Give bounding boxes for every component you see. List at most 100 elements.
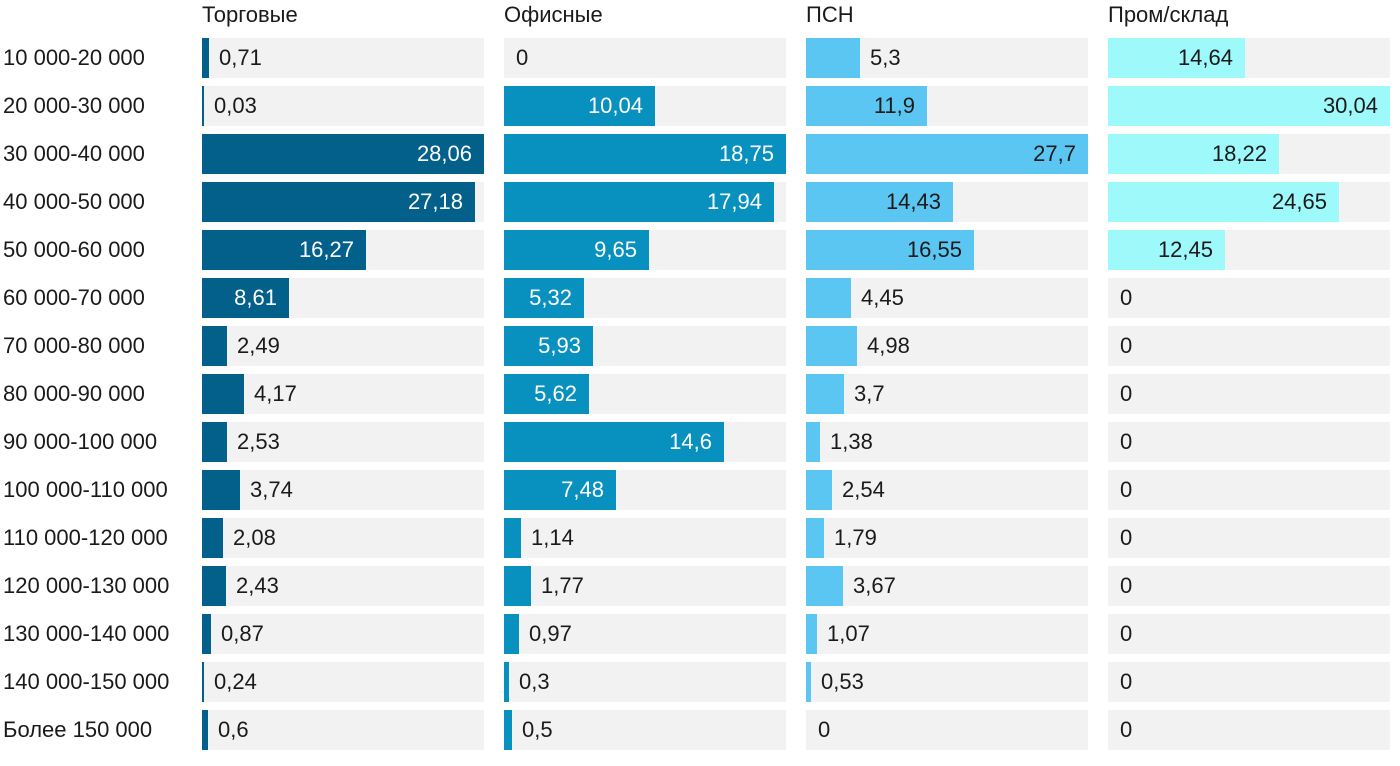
bar-track — [504, 518, 786, 558]
data-label: 9,65 — [594, 237, 637, 262]
data-label: 30,04 — [1322, 93, 1378, 118]
bar — [504, 470, 616, 510]
data-label: 0,6 — [218, 717, 249, 742]
bar — [806, 614, 817, 654]
bar — [504, 86, 655, 126]
bar — [1108, 134, 1279, 174]
bar — [806, 422, 820, 462]
bar — [1108, 230, 1225, 270]
bar — [806, 374, 844, 414]
bar — [504, 614, 519, 654]
bar — [202, 134, 484, 174]
panel-title: Офисные — [504, 2, 603, 27]
data-label: 16,27 — [298, 237, 354, 262]
data-label: 2,08 — [233, 525, 276, 550]
bar-track — [504, 710, 786, 750]
bar — [504, 566, 531, 606]
bar — [504, 326, 593, 366]
bar-track — [202, 326, 484, 366]
bar-track — [202, 374, 484, 414]
bar — [504, 710, 512, 750]
bar-track — [806, 614, 1088, 654]
data-label: 17,94 — [706, 189, 762, 214]
row-label: 20 000-30 000 — [3, 93, 145, 118]
data-label: 1,38 — [830, 429, 873, 454]
data-label: 0 — [1120, 573, 1133, 598]
row-label: 120 000-130 000 — [3, 573, 170, 598]
data-label: 0 — [1120, 621, 1133, 646]
bar — [202, 566, 226, 606]
row-label: 30 000-40 000 — [3, 141, 145, 166]
bar-track — [202, 710, 484, 750]
data-label: 2,43 — [236, 573, 279, 598]
bar-track — [1108, 566, 1390, 606]
data-label: 12,45 — [1157, 237, 1213, 262]
bar-track — [806, 710, 1088, 750]
data-label: 27,7 — [1033, 141, 1076, 166]
data-label: 5,93 — [538, 333, 581, 358]
data-label: 14,6 — [669, 429, 712, 454]
bar-track — [806, 374, 1088, 414]
panel-title: Торговые — [202, 2, 298, 27]
bar — [202, 230, 366, 270]
bar-track — [504, 662, 786, 702]
bar-track — [202, 566, 484, 606]
data-label: 0 — [1120, 285, 1133, 310]
bar-track — [504, 614, 786, 654]
data-label: 0 — [1120, 525, 1133, 550]
bar — [202, 662, 204, 702]
data-label: 3,67 — [853, 573, 896, 598]
data-label: 0,71 — [219, 45, 262, 70]
data-label: 16,55 — [906, 237, 962, 262]
data-label: 0 — [1120, 669, 1133, 694]
bar — [504, 374, 589, 414]
bar-track — [806, 566, 1088, 606]
row-label: Более 150 000 — [3, 717, 153, 742]
bar-track — [202, 518, 484, 558]
bar — [806, 86, 927, 126]
panel-title: Пром/склад — [1108, 2, 1229, 27]
data-label: 14,43 — [885, 189, 941, 214]
data-label: 0 — [1120, 381, 1133, 406]
data-label: 0,5 — [522, 717, 553, 742]
data-label: 4,17 — [254, 381, 297, 406]
bar-track — [806, 518, 1088, 558]
bar — [504, 230, 649, 270]
data-label: 1,14 — [531, 525, 574, 550]
bar-track — [1108, 326, 1390, 366]
bar — [202, 86, 204, 126]
data-label: 0 — [1120, 477, 1133, 502]
data-label: 4,45 — [861, 285, 904, 310]
bar — [806, 230, 974, 270]
data-label: 27,18 — [407, 189, 463, 214]
bar-track — [806, 470, 1088, 510]
data-label: 0 — [818, 717, 831, 742]
data-label: 1,77 — [541, 573, 584, 598]
row-label: 100 000-110 000 — [3, 477, 168, 502]
bar — [806, 278, 851, 318]
data-label: 0,97 — [529, 621, 572, 646]
bar — [202, 374, 244, 414]
data-label: 7,48 — [561, 477, 604, 502]
bar — [806, 326, 857, 366]
data-label: 14,64 — [1177, 45, 1233, 70]
bar — [504, 518, 521, 558]
data-label: 24,65 — [1271, 189, 1327, 214]
bar — [806, 662, 811, 702]
bar — [1108, 182, 1339, 222]
bar — [806, 518, 824, 558]
data-label: 1,79 — [834, 525, 877, 550]
bar — [806, 134, 1088, 174]
bar-track — [1108, 374, 1390, 414]
data-label: 3,7 — [854, 381, 885, 406]
data-label: 2,54 — [842, 477, 885, 502]
bar-track — [202, 422, 484, 462]
bar — [504, 278, 584, 318]
bar — [504, 662, 509, 702]
bar-track — [202, 614, 484, 654]
bar — [202, 38, 209, 78]
bar-track — [1108, 470, 1390, 510]
bar-track — [1108, 422, 1390, 462]
bar-track — [1108, 710, 1390, 750]
